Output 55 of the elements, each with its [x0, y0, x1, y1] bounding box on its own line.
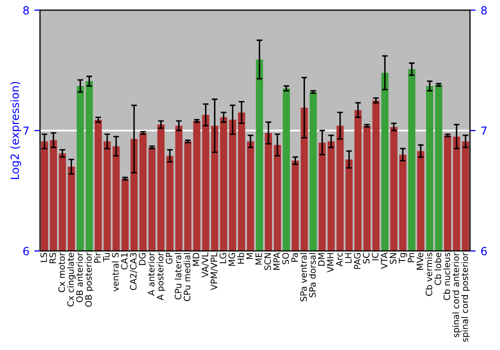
- x-tick-label: Cx cingulate: [67, 252, 76, 306]
- x-tick-label: Cb vermis: [425, 252, 432, 296]
- x-tick-label: OB posterior: [85, 252, 94, 307]
- x-tick-label: ME: [256, 252, 262, 265]
- x-tick-label: A anterior: [148, 252, 155, 296]
- x-tick-label: CPu medial: [184, 253, 190, 302]
- x-tick-label: DG: [138, 253, 146, 265]
- x-tick-label: OB anterior: [76, 252, 83, 302]
- x-tick-label: SPa dorsal: [308, 253, 316, 298]
- x-tick-label: LH: [345, 253, 352, 263]
- x-tick-label: spinal cord posterior: [461, 252, 470, 342]
- x-tick-label: Cb nucleus: [443, 252, 450, 300]
- x-tick-label: A posterior: [156, 252, 166, 300]
- x-tick-label: CA1: [121, 253, 128, 270]
- x-tick-label: Tu: [103, 253, 110, 262]
- x-tick-label: VMH: [327, 253, 334, 272]
- x-tick-label: CPu lateral: [174, 253, 182, 300]
- x-tick-label: Pir: [94, 252, 101, 263]
- x-tick-label: Cb lobe: [434, 252, 442, 286]
- x-tick-label: spinal cord anterior: [452, 252, 461, 338]
- x-tick-label: VPM/VPL: [210, 252, 218, 290]
- x-tick-label: Hb: [237, 252, 244, 264]
- x-tick-label: SN: [390, 253, 396, 264]
- y-axis-title: Log2 (expression): [10, 82, 22, 179]
- x-tick-label: M: [246, 253, 253, 260]
- x-tick-label: Arc: [336, 252, 343, 266]
- x-tick-label: MPA: [273, 252, 280, 270]
- x-tick-label: GP: [166, 252, 172, 264]
- x-tick-label: Pn: [408, 253, 414, 262]
- y2-tick-label: 7: [481, 126, 487, 135]
- y-tick-label: 8: [23, 6, 29, 15]
- x-tick-label: MVe: [416, 252, 424, 270]
- x-tick-label: LG: [220, 253, 226, 264]
- x-tick-label: SCN: [264, 253, 271, 270]
- x-tick-label: LS: [40, 252, 48, 262]
- x-tick-label: IC: [372, 252, 378, 260]
- x-tick-label: Pa: [291, 253, 298, 262]
- x-tick-label: VA/VL: [202, 252, 209, 278]
- x-tick-label: PAG: [354, 253, 361, 269]
- y2-tick-label: 6: [481, 246, 487, 256]
- x-tick-label: SO: [282, 252, 289, 264]
- x-tick-label: DM: [318, 253, 325, 266]
- y2-tick-label: 8: [481, 6, 487, 15]
- x-tick-label: SPa ventral: [300, 253, 307, 302]
- x-tick-label: MD: [192, 252, 200, 266]
- x-tick-label: ventral S: [112, 252, 119, 292]
- y-tick-label: 7: [23, 126, 29, 135]
- x-tick-label: Tg: [398, 253, 408, 264]
- x-tick-label: SC: [362, 252, 370, 264]
- x-tick-label: MG: [228, 253, 236, 266]
- y-tick-label: 6: [23, 246, 29, 256]
- x-tick-label: VTA: [380, 252, 388, 269]
- x-tick-label: Cx motor: [58, 252, 65, 292]
- x-tick-label: RS: [49, 252, 56, 264]
- x-tick-label: CA2/CA3: [130, 253, 138, 290]
